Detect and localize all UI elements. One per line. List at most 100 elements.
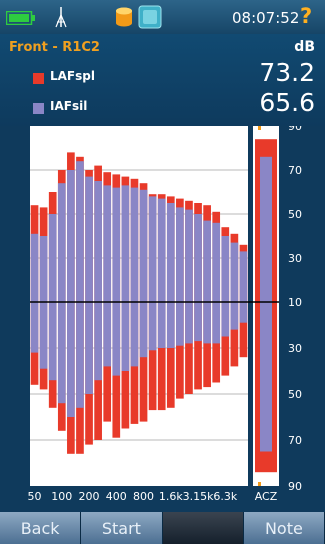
help-icon[interactable]: ?: [300, 4, 313, 28]
legend-label-lafspl: LAFspl: [50, 69, 95, 83]
note-button[interactable]: Note: [243, 512, 325, 544]
bar-iafsil-lower: [121, 302, 130, 371]
y-tick-label: 30: [288, 342, 302, 355]
x-tick-label: 6.3k: [213, 490, 237, 503]
bar-iafsil-upper: [221, 236, 230, 302]
legend-swatch-lafspl: [33, 73, 44, 84]
x-tick-label: 200: [79, 490, 100, 503]
blank-softkey[interactable]: [162, 512, 244, 544]
lafspl-value: 73.2: [259, 58, 315, 87]
y-tick-label: 50: [288, 388, 302, 401]
bar-lafspl-lower: [221, 302, 230, 376]
bar-iafsil-upper: [30, 233, 39, 302]
bar-iafsil-upper: [139, 189, 148, 302]
bar-lafspl-lower: [166, 302, 175, 408]
bar-iafsil-upper: [76, 161, 84, 302]
bar-iafsil-lower: [221, 302, 230, 337]
bar-iafsil-upper: [85, 176, 93, 302]
bar-iafsil-upper: [148, 196, 157, 302]
bar-iafsil-lower: [76, 302, 84, 408]
bar-lafspl-lower: [148, 302, 157, 411]
plot-area: [30, 126, 248, 486]
bar-iafsil-upper: [157, 198, 166, 302]
y-tick-label: 90: [288, 126, 302, 133]
y-tick-label: 30: [288, 252, 302, 265]
summary-marker-top: [258, 126, 261, 130]
bar-lafspl-lower: [139, 302, 148, 422]
y-tick-label: 70: [288, 434, 302, 447]
x-tick-label-acz: ACZ: [255, 490, 278, 503]
x-tick-label: 50: [28, 490, 42, 503]
spectrum-chart: 90 70 50 30 10 30 50 70 90 50 100 200 400 800 1.6k 3.15…: [28, 126, 302, 503]
back-button[interactable]: Back: [0, 512, 82, 544]
bar-iafsil-lower: [94, 302, 102, 381]
bar-iafsil-upper: [166, 203, 175, 302]
bar-iafsil-lower: [185, 302, 193, 344]
softkey-bar: Back Start Note: [0, 512, 325, 544]
bar-lafspl-lower: [239, 302, 248, 358]
bar-iafsil-upper: [239, 251, 248, 302]
bar-iafsil-lower: [112, 302, 121, 376]
summary-bar-iafsil-lower: [260, 302, 272, 452]
bar-iafsil-lower: [39, 302, 48, 369]
bar-lafspl-lower: [203, 302, 211, 388]
bar-iafsil-upper: [185, 209, 193, 302]
bar-iafsil-upper: [48, 214, 57, 302]
bar-lafspl-lower: [230, 302, 239, 367]
bar-iafsil-lower: [239, 302, 248, 323]
measurement-header: [0, 34, 325, 126]
bar-iafsil-upper: [203, 220, 211, 302]
bar-iafsil-upper: [112, 187, 121, 302]
start-button[interactable]: Start: [81, 512, 163, 544]
x-tick-label: 100: [51, 490, 72, 503]
page-title: Front - R1C2: [9, 40, 100, 55]
bar-lafspl-lower: [185, 302, 193, 394]
bar-iafsil-upper: [67, 170, 75, 302]
bar-iafsil-lower: [230, 302, 239, 330]
bar-iafsil-lower: [194, 302, 202, 342]
bar-iafsil-lower: [103, 302, 112, 367]
bar-iafsil-upper: [194, 214, 202, 302]
bar-iafsil-upper: [57, 183, 66, 302]
y-tick-label: 50: [288, 208, 302, 221]
bar-iafsil-lower: [48, 302, 57, 381]
bar-iafsil-upper: [212, 222, 221, 302]
bar-iafsil-upper: [130, 187, 139, 302]
bar-iafsil-lower: [67, 302, 75, 417]
legend-swatch-iafsil: [33, 103, 44, 114]
legend-label-iafsil: IAFsil: [50, 99, 88, 113]
y-tick-label: 10: [288, 296, 302, 309]
y-tick-label: 70: [288, 164, 302, 177]
x-tick-label: 400: [106, 490, 127, 503]
bar-iafsil-lower: [130, 302, 139, 367]
disk-icon: [116, 7, 132, 27]
x-tick-label: 800: [133, 490, 154, 503]
bar-iafsil-lower: [85, 302, 93, 394]
bar-iafsil-upper: [39, 236, 48, 302]
bar-iafsil-upper: [121, 185, 130, 302]
bar-iafsil-upper: [230, 242, 239, 302]
bar-iafsil-lower: [30, 302, 39, 353]
bar-lafspl-lower: [157, 302, 166, 411]
unit-label: dB: [294, 39, 315, 55]
bar-iafsil-lower: [139, 302, 148, 358]
x-tick-label: 1.6k: [159, 490, 183, 503]
clock-time: 08:07:52: [232, 9, 300, 27]
bar-iafsil-lower: [157, 302, 166, 348]
bar-iafsil-lower: [212, 302, 221, 344]
bar-iafsil-upper: [94, 181, 102, 302]
bar-iafsil-lower: [57, 302, 66, 404]
y-tick-label: 90: [288, 480, 302, 493]
summary-marker-bottom: [258, 482, 261, 486]
summary-bar-iafsil-upper: [260, 156, 272, 302]
antenna-icon: [55, 7, 67, 28]
bar-iafsil-lower: [176, 302, 184, 346]
bar-iafsil-lower: [148, 302, 157, 351]
x-tick-label: 3.15k: [183, 490, 214, 503]
bar-lafspl-lower: [194, 302, 202, 390]
bar-lafspl-lower: [176, 302, 184, 399]
app-tile-icon[interactable]: [138, 5, 162, 29]
status-bar: 08:07:52 ?: [0, 0, 325, 34]
iafsil-value: 65.6: [259, 88, 315, 117]
bar-iafsil-lower: [203, 302, 211, 344]
